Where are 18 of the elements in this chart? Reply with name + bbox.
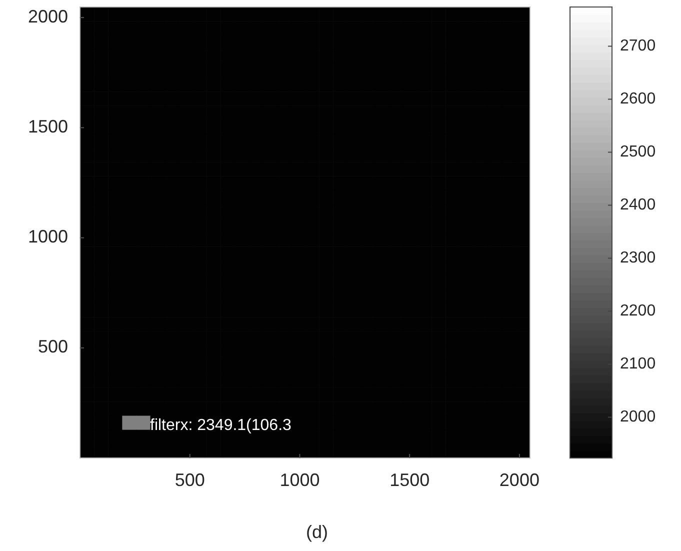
color-bar-label: 2400 bbox=[620, 196, 656, 214]
color-bar-label: 2300 bbox=[620, 249, 656, 266]
color-bar-label: 2700 bbox=[620, 37, 656, 54]
color-bar-label: 2600 bbox=[620, 90, 656, 108]
text: (d) bbox=[306, 522, 328, 542]
color-bar-label: 2100 bbox=[620, 355, 656, 372]
y-tick-label: 1000 bbox=[28, 226, 68, 247]
y-tick-label: 1500 bbox=[28, 116, 68, 136]
x-tick-label: 1000 bbox=[280, 470, 320, 490]
color-bar-label: 2500 bbox=[620, 143, 656, 160]
y-tick-label: 2000 bbox=[28, 6, 68, 26]
annotation: filterx: 2349.1(106.3 bbox=[150, 417, 292, 434]
color-bar-label: 2000 bbox=[620, 408, 656, 426]
x-tick-label: 2000 bbox=[499, 470, 540, 490]
color-bar-label: 2200 bbox=[620, 302, 656, 320]
y-tick-label: 500 bbox=[38, 336, 68, 357]
x-tick-label: 1500 bbox=[390, 470, 430, 490]
x-tick-label: 500 bbox=[174, 470, 205, 490]
